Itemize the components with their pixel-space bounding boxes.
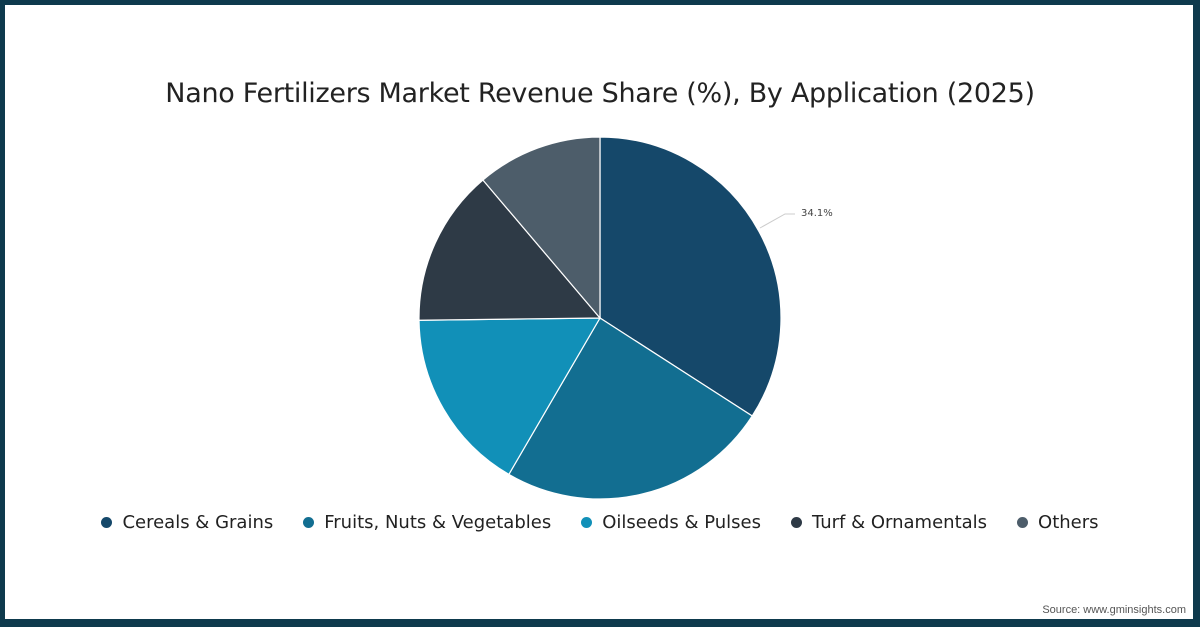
legend: Cereals & Grains Fruits, Nuts & Vegetabl… — [0, 512, 1200, 533]
pie-slice-cereals-grains[interactable] — [599, 136, 782, 417]
legend-item-turf[interactable]: Turf & Ornamentals — [790, 512, 987, 533]
source-note: Source: www.gminsights.com — [1042, 604, 1186, 616]
legend-item-fruits[interactable]: Fruits, Nuts & Vegetables — [303, 512, 551, 533]
label-leader-line — [759, 213, 795, 229]
chart-title: Nano Fertilizers Market Revenue Share (%… — [165, 78, 1035, 109]
legend-dot-icon — [790, 517, 802, 528]
legend-dot-icon — [303, 517, 315, 528]
legend-item-oilseeds[interactable]: Oilseeds & Pulses — [581, 512, 761, 533]
legend-dot-icon — [581, 517, 593, 528]
pie-slice-oilseeds-pulses[interactable] — [418, 317, 602, 476]
legend-item-cereals[interactable]: Cereals & Grains — [101, 512, 273, 533]
legend-dot-icon — [101, 517, 113, 528]
legend-dot-icon — [1017, 517, 1029, 528]
pie-slice-turf-ornamentals[interactable] — [418, 179, 602, 321]
legend-item-others[interactable]: Others — [1017, 512, 1099, 533]
data-label-cereals: 34.1% — [801, 208, 833, 219]
pie-slice-fruits-nuts-vegetables[interactable] — [508, 317, 754, 500]
pie-slice-others[interactable] — [482, 136, 601, 320]
